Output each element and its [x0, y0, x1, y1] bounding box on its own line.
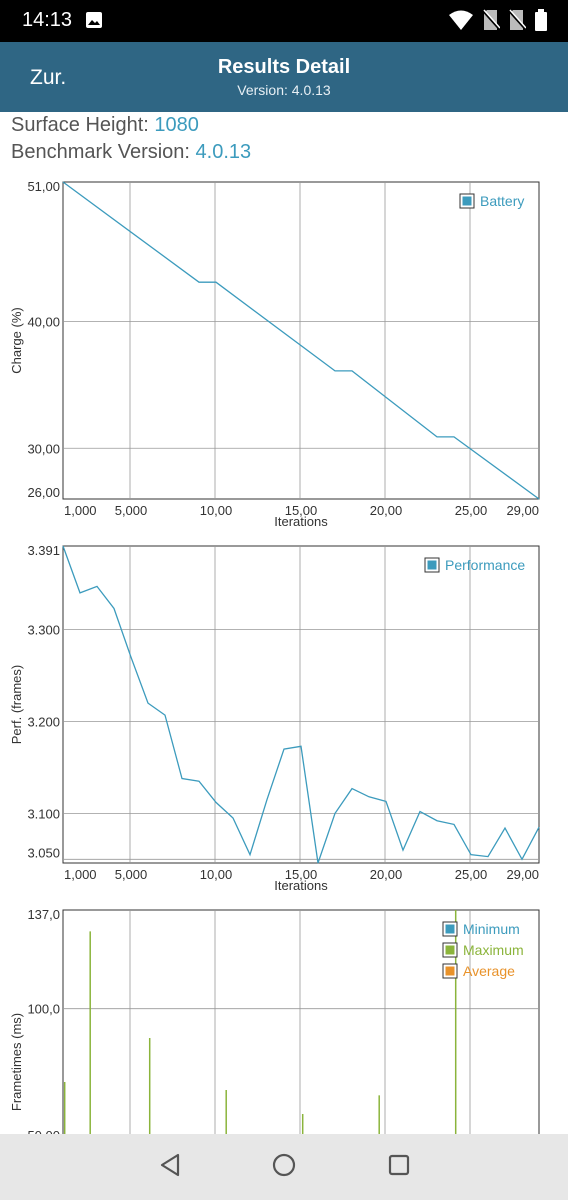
no-sim-icon: [482, 9, 501, 36]
legend-swatch-fill-average: [445, 966, 455, 976]
chart-1-x-tick-label: 1,000: [64, 503, 97, 518]
legend-label-maximum: Maximum: [463, 942, 524, 958]
surface-height-value: 1080: [154, 114, 199, 136]
chart-2-x-tick-label: 1,000: [64, 867, 97, 882]
battery-icon: [534, 9, 548, 36]
no-sim-icon: [508, 9, 527, 36]
chart-3-y-tick-label: 100,0: [27, 1002, 60, 1017]
back-button[interactable]: Zur.: [30, 66, 67, 89]
status-bar: 14:13: [0, 0, 568, 42]
app-bar: Zur. Results Detail Version: 4.0.13: [0, 42, 568, 112]
legend-swatch-fill-minimum: [445, 924, 455, 934]
chart-1-y-tick-label: 40,00: [27, 314, 60, 329]
legend-label-performance: Performance: [445, 557, 525, 573]
chart-2-x-tick-label: 20,00: [370, 867, 403, 882]
home-nav-icon[interactable]: [271, 1152, 297, 1183]
charts-svg: 51,00 40,00 30,00 26,00 1,000 5,000 10,00 15,00…: [9, 179, 540, 1134]
back-nav-icon[interactable]: [158, 1152, 182, 1183]
legend-swatch-fill-maximum: [445, 945, 455, 955]
page-subtitle: Version: 4.0.13: [237, 82, 331, 98]
chart-3-y-axis-label: Frametimes (ms): [9, 1013, 24, 1111]
chart-3-y-tick-label: 137,0: [27, 907, 60, 922]
chart-2-x-axis-label: Iterations: [274, 878, 328, 893]
chart-2-y-tick-label: 3.200: [27, 714, 60, 729]
chart-3-y-tick-label: 50,00: [27, 1128, 60, 1134]
chart-1-x-tick-label: 10,00: [200, 503, 233, 518]
status-time: 14:13: [22, 9, 73, 31]
chart-3-frame: [62, 909, 540, 1134]
chart-1-y-axis-label: Charge (%): [9, 307, 24, 373]
surface-height-label: Surface Height:: [11, 114, 155, 136]
wifi-icon: [448, 9, 474, 36]
navigation-bar: [0, 1134, 568, 1200]
legend-label-average: Average: [463, 963, 515, 979]
chart-2-x-tick-label: 5,000: [115, 867, 148, 882]
chart-2-x-tick-label: 25,00: [455, 867, 488, 882]
benchmark-version-line: Benchmark Version: 4.0.13: [11, 141, 251, 164]
chart-1-x-axis-label: Iterations: [274, 514, 328, 529]
chart-1-x-tick-label: 15,00: [285, 503, 318, 518]
page-title: Results Detail: [217, 56, 351, 78]
legend-swatch-fill-battery: [462, 196, 472, 206]
chart-1-frame: [62, 181, 540, 500]
chart-2-x-tick-label: 15,00: [285, 867, 318, 882]
chart-1-y-tick-label: 30,00: [27, 441, 60, 456]
chart-2-y-axis-label: Perf. (frames): [9, 665, 24, 744]
legend-label-battery: Battery: [480, 193, 524, 209]
benchmark-version-value: 4.0.13: [195, 141, 252, 163]
chart-1-x-tick-label: 29,00: [506, 503, 539, 518]
chart-2-frame: [62, 545, 540, 864]
chart-2-y-tick-label: 3.100: [27, 806, 60, 821]
image-icon: [85, 11, 103, 34]
benchmark-version-label: Benchmark Version:: [11, 141, 196, 163]
chart-1-y-tick-label: 26,00: [27, 485, 60, 500]
chart-1-x-tick-label: 20,00: [370, 503, 403, 518]
results-content[interactable]: Surface Height: 1080 Benchmark Version: …: [0, 112, 568, 1134]
chart-2-x-tick-label: 29,00: [506, 867, 539, 882]
legend-swatch-fill-performance: [427, 560, 437, 570]
surface-height-line: Surface Height: 1080: [11, 114, 199, 137]
chart-2-x-tick-label: 10,00: [200, 867, 233, 882]
chart-1-series-line: [62, 181, 540, 500]
chart-1-x-tick-label: 25,00: [455, 503, 488, 518]
chart-2-y-tick-label: 3.050: [27, 845, 60, 860]
legend-label-minimum: Minimum: [463, 921, 520, 937]
chart-2-y-tick-label: 3.391: [27, 543, 60, 558]
recents-nav-icon[interactable]: [387, 1152, 411, 1183]
chart-1-x-tick-label: 5,000: [115, 503, 148, 518]
chart-1-y-tick-label: 51,00: [27, 179, 60, 194]
chart-2-y-tick-label: 3.300: [27, 623, 60, 638]
